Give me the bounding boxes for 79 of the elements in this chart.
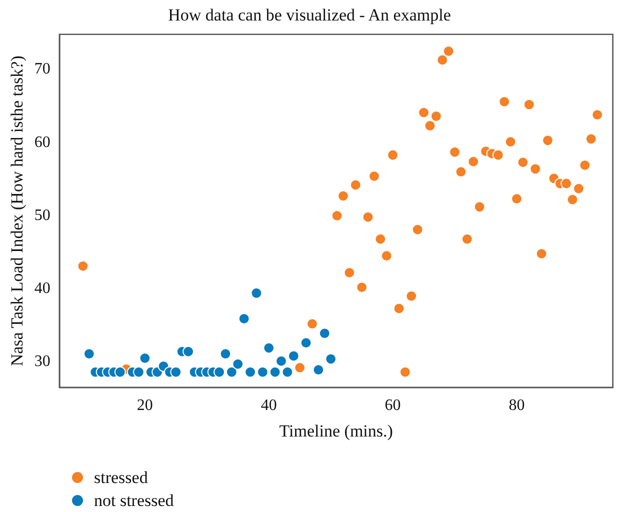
x-axis-title: Timeline (mins.) (279, 421, 393, 440)
point (294, 362, 306, 374)
point (380, 250, 392, 262)
point (504, 136, 516, 148)
point (300, 337, 312, 349)
point (418, 106, 430, 118)
legend-label: stressed (94, 467, 148, 489)
point (517, 156, 529, 168)
point (449, 146, 460, 158)
x-tick-label: 80 (508, 397, 525, 414)
y-tick-label: 40 (34, 280, 50, 297)
point (498, 96, 510, 108)
point (393, 302, 405, 314)
point (276, 355, 287, 367)
point (455, 166, 467, 178)
point (318, 328, 330, 340)
point (288, 350, 300, 362)
point (368, 170, 380, 182)
point (263, 342, 275, 354)
point (579, 160, 591, 171)
point (566, 194, 578, 206)
y-tick-label: 30 (34, 353, 50, 370)
point (269, 366, 281, 378)
point (170, 366, 182, 378)
point (214, 366, 225, 378)
point (312, 364, 324, 376)
point (585, 133, 597, 145)
y-tick-label: 70 (34, 60, 50, 78)
point (338, 190, 349, 202)
point (114, 366, 126, 378)
point (461, 233, 473, 245)
point (442, 46, 454, 57)
point (220, 348, 232, 360)
point (511, 193, 522, 205)
point (362, 211, 374, 223)
point (282, 366, 294, 378)
point (468, 156, 480, 168)
y-tick-label: 60 (34, 134, 50, 151)
point (244, 366, 256, 378)
point (139, 352, 151, 364)
point (374, 233, 386, 245)
point (560, 178, 572, 190)
point (424, 120, 436, 132)
point (238, 313, 250, 324)
point (256, 366, 268, 378)
point (387, 149, 399, 161)
point (133, 366, 144, 378)
point (226, 366, 238, 378)
chart-title: How data can be visualized - An example (168, 6, 451, 25)
point (542, 134, 554, 146)
point (232, 358, 244, 370)
x-tick-label: 60 (384, 397, 401, 414)
point (573, 182, 584, 194)
point (530, 163, 542, 175)
point (592, 109, 604, 120)
point (250, 287, 262, 299)
point (430, 110, 442, 122)
point (492, 149, 504, 161)
point (536, 248, 548, 260)
point (523, 98, 535, 110)
point (325, 353, 337, 365)
point (474, 201, 486, 213)
point (306, 318, 318, 330)
y-axis-title: Nasa Task Load Index (How hard isthe task?) (8, 56, 27, 366)
x-tick-label: 20 (136, 397, 153, 414)
point (356, 282, 368, 293)
y-tick-label: 50 (34, 206, 50, 224)
point (350, 179, 362, 191)
point (406, 290, 418, 302)
point (344, 266, 356, 278)
point (77, 260, 89, 272)
point (331, 210, 343, 222)
point (182, 346, 194, 358)
point (412, 224, 424, 236)
point (436, 54, 448, 66)
point (83, 348, 95, 360)
point (400, 366, 411, 378)
legend-label: not stressed (94, 490, 174, 512)
x-tick-label: 40 (260, 397, 277, 414)
